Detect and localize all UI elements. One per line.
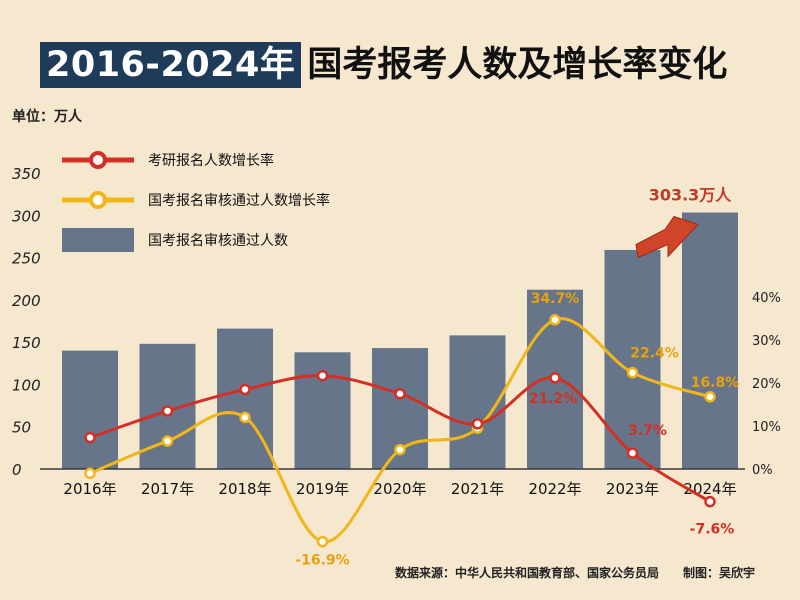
y-axis-right-tick: 20% <box>752 377 781 392</box>
x-axis-tick: 2021年 <box>451 480 504 498</box>
yellow-series-point <box>239 411 251 424</box>
red-data-label: 3.7% <box>628 423 667 439</box>
y-axis-left-tick: 200 <box>12 292 41 310</box>
y-axis-left-tick: 50 <box>12 419 31 437</box>
source-note: 数据来源：中华人民共和国教育部、国家公务员局 制图：吴欣宇 <box>395 566 756 580</box>
y-axis-right-tick: 10% <box>752 420 781 435</box>
red-series-point <box>549 372 561 384</box>
y-axis-left-tick: 300 <box>12 207 41 225</box>
legend-bar-swatch <box>62 228 134 252</box>
red-series-point <box>626 447 639 459</box>
yellow-data-label: 34.7% <box>531 291 580 307</box>
x-axis-tick: 2017年 <box>141 480 194 498</box>
x-axis-tick: 2020年 <box>373 480 426 498</box>
bar <box>62 350 118 469</box>
yellow-series-point <box>626 366 639 379</box>
yellow-series-point <box>704 391 716 403</box>
y-axis-left-tick: 350 <box>12 165 41 183</box>
title-text: 国考报考人数及增长率变化 <box>307 45 728 85</box>
yellow-series-point <box>316 535 329 548</box>
y-axis-left-tick: 100 <box>12 376 41 394</box>
x-axis-tick: 2016年 <box>63 480 116 498</box>
red-series-point <box>394 388 406 400</box>
red-series-point <box>84 431 96 444</box>
x-axis-tick: 2019年 <box>296 480 349 498</box>
red-series-point <box>316 369 329 382</box>
bar <box>682 212 738 469</box>
legend-yellow-label: 国考报名审核通过人数增长率 <box>148 192 330 209</box>
red-data-label: 21.2% <box>529 391 578 407</box>
legend-bar-label: 国考报名审核通过人数 <box>148 233 288 249</box>
y-axis-left-tick: 150 <box>12 334 41 352</box>
red-series-point <box>471 418 484 430</box>
yellow-series-point <box>84 467 96 480</box>
red-series-point <box>161 405 174 417</box>
yellow-data-label: 16.8% <box>691 375 740 391</box>
red-data-label: -7.6% <box>690 522 735 538</box>
y-axis-right-tick: 30% <box>752 334 781 349</box>
y-axis-left-tick: 0 <box>12 461 22 479</box>
x-axis-tick: 2023年 <box>606 480 659 498</box>
red-series-point <box>239 383 251 396</box>
legend-red-label: 考研报名人数增长率 <box>148 152 274 169</box>
y-axis-right-tick: 40% <box>752 291 781 306</box>
bar <box>294 352 351 469</box>
growth-arrow-icon <box>635 215 699 259</box>
bar-data-label: 303.3万人 <box>649 185 733 204</box>
yellow-data-label: 22.4% <box>630 346 679 362</box>
x-axis-tick: 2024年 <box>683 480 736 498</box>
red-series-point <box>704 495 716 508</box>
title-highlight: 2016-2024年 <box>40 42 302 88</box>
y-axis-left-tick: 250 <box>12 250 41 268</box>
x-axis-tick: 2018年 <box>218 480 271 498</box>
unit-label: 单位：万人 <box>12 109 82 125</box>
legend-yellow-marker <box>89 191 107 209</box>
y-axis-right-tick: 0% <box>752 463 773 478</box>
red-series-line <box>89 374 711 503</box>
yellow-series-point <box>161 435 174 447</box>
x-axis-tick: 2022年 <box>528 480 581 498</box>
yellow-data-label: -16.9% <box>295 553 349 569</box>
yellow-series-point <box>394 443 406 456</box>
chart-title: 2016-2024年 国考报考人数及增长率变化 <box>40 42 727 88</box>
yellow-series-point <box>549 314 561 326</box>
bar <box>217 328 273 469</box>
legend-red-marker <box>89 151 107 169</box>
